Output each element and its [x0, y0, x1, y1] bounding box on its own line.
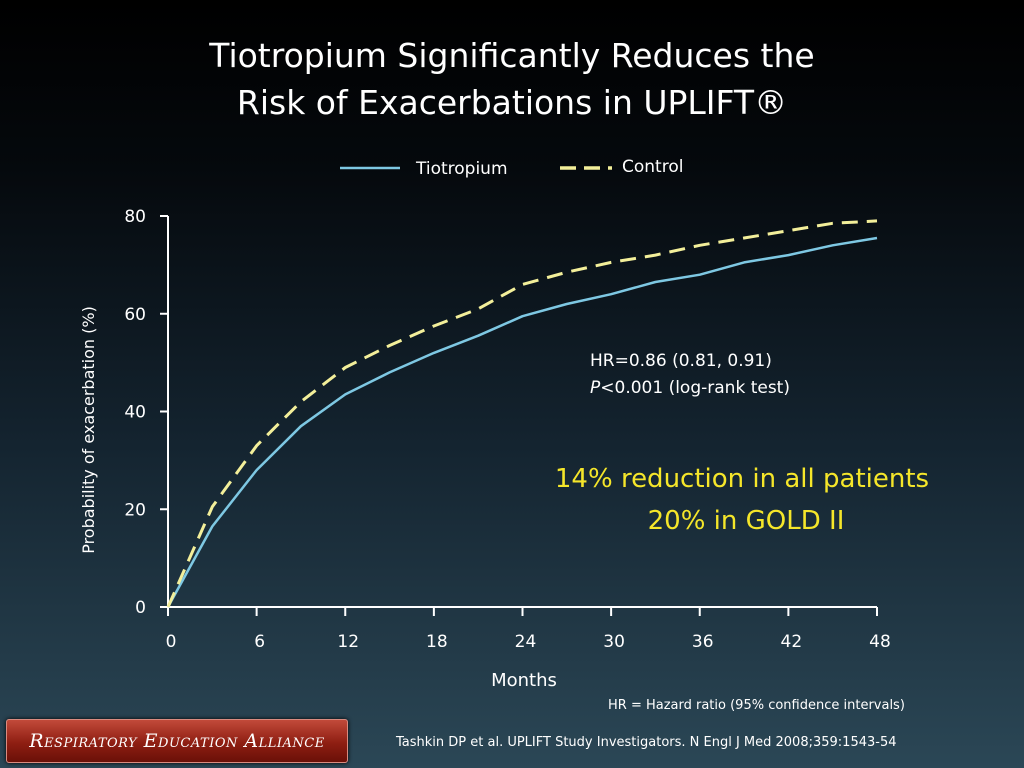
slide-title-line2: Risk of Exacerbations in UPLIFT® — [236, 83, 788, 122]
logo-text: Respiratory Education Alliance — [29, 730, 325, 752]
hr-footnote: HR = Hazard ratio (95% confidence interv… — [608, 698, 905, 713]
y-tick-label: 20 — [124, 500, 146, 520]
legend-label-control: Control — [622, 157, 683, 177]
citation: Tashkin DP et al. UPLIFT Study Investiga… — [396, 735, 897, 750]
reduction-annotation-gold2: 20% in GOLD II — [648, 506, 845, 536]
hr-annotation: HR=0.86 (0.81, 0.91) — [590, 351, 772, 371]
x-tick-label: 30 — [603, 632, 625, 652]
slide-title: Tiotropium Significantly Reduces the Ris… — [0, 32, 1024, 126]
x-tick-label: 6 — [254, 632, 265, 652]
p-value-annotation: P<0.001 (log-rank test) — [590, 378, 790, 398]
slide-title-line1: Tiotropium Significantly Reduces the — [209, 36, 815, 75]
y-axis-label: Probability of exacerbation (%) — [79, 306, 98, 554]
x-axis-label: Months — [491, 670, 557, 691]
y-tick-label: 80 — [124, 207, 146, 227]
y-tick-label: 0 — [135, 598, 146, 618]
x-tick-label: 18 — [426, 632, 448, 652]
series-line-control — [166, 219, 878, 608]
y-tick-label: 40 — [124, 403, 146, 423]
legend-label-tiotropium: Tiotropium — [415, 159, 508, 179]
x-tick-label: 0 — [166, 632, 177, 652]
y-tick-label: 60 — [124, 305, 146, 325]
series-line-tiotropium — [166, 236, 878, 608]
x-tick-label: 36 — [692, 632, 714, 652]
x-tick-label: 12 — [337, 632, 359, 652]
reduction-annotation-all: 14% reduction in all patients — [555, 464, 929, 494]
x-tick-label: 24 — [515, 632, 537, 652]
logo-banner: Respiratory Education Alliance — [6, 719, 348, 763]
x-tick-label: 42 — [781, 632, 803, 652]
x-tick-label: 48 — [869, 632, 891, 652]
